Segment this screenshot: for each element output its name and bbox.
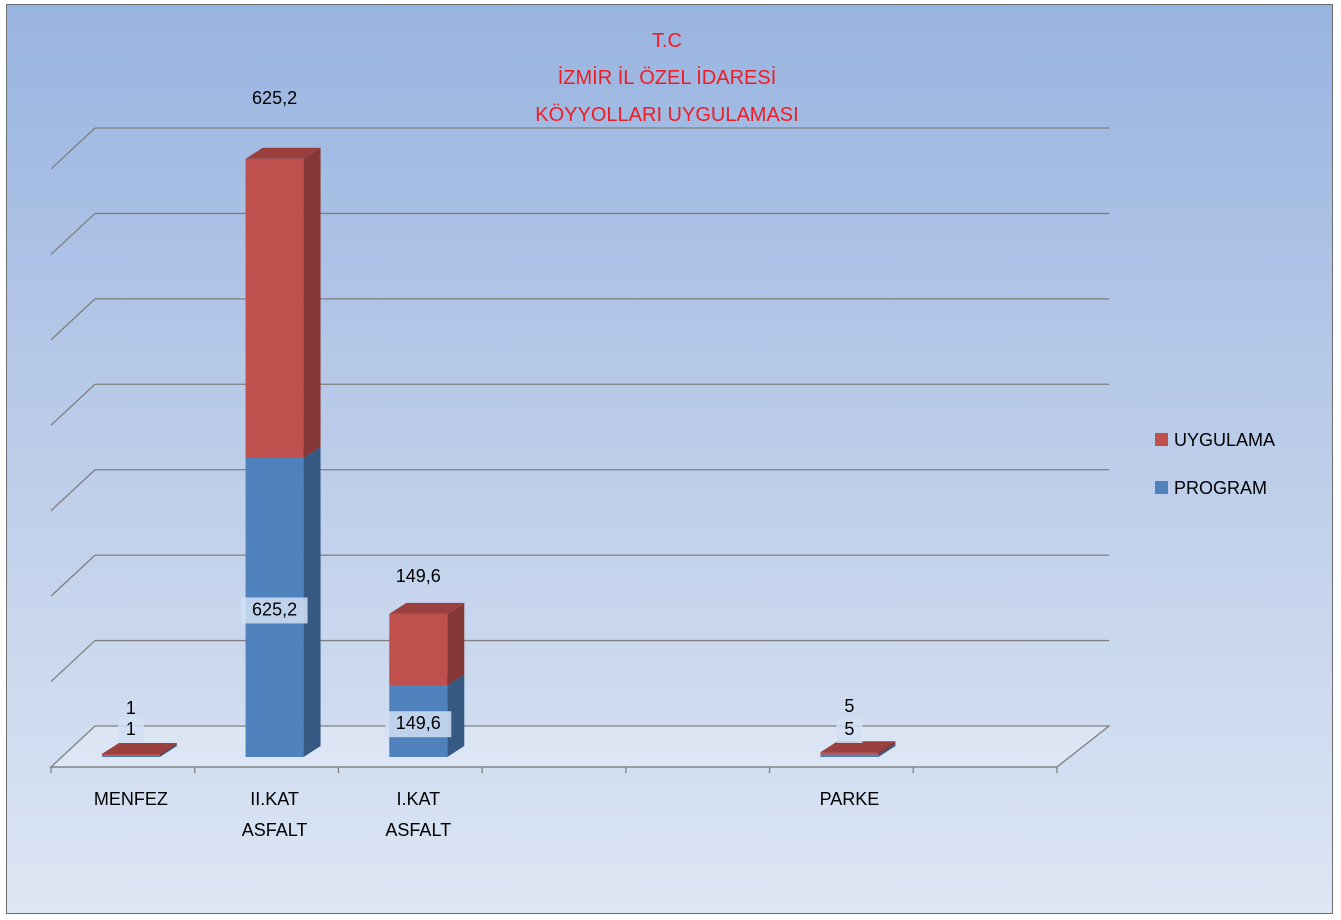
bar-front	[245, 158, 304, 458]
gridlines	[50, 127, 1109, 683]
chart-area: 1 625,2 149,6 5 1 625,2 149,6 5 MENFEZ II.KAT ASF…	[6, 4, 1333, 914]
bar-top	[820, 741, 896, 753]
chart-title: T.C İZMİR İL ÖZEL İDARESİ KÖYYOLLARI UYG…	[535, 30, 798, 126]
bar-front	[820, 754, 879, 757]
gridline-side	[50, 469, 96, 512]
bar-side	[878, 741, 896, 755]
bar-side	[447, 602, 465, 686]
category-label: ASFALT	[242, 820, 308, 840]
legend-swatch-program	[1155, 481, 1168, 494]
bar-side	[303, 446, 321, 757]
bars	[101, 147, 896, 757]
bar-side	[447, 674, 465, 757]
category-label: I.KAT	[396, 789, 440, 809]
bar-uygulama-1	[245, 147, 321, 458]
data-label-uygulama: 1	[126, 698, 136, 718]
category-label: MENFEZ	[94, 789, 168, 809]
legend-item-uygulama: UYGULAMA	[1155, 430, 1275, 450]
category-labels: MENFEZ II.KAT ASFALT I.KAT ASFALT PARKE	[94, 789, 879, 840]
data-labels: 1 625,2 149,6 5 1 625,2 149,6 5	[117, 88, 863, 743]
bar-top	[389, 602, 465, 614]
bar-side	[303, 147, 321, 458]
title-line-3: KÖYYOLLARI UYGULAMASI	[535, 104, 798, 126]
data-label-uygulama: 149,6	[396, 566, 441, 586]
data-label-program: 1	[126, 719, 136, 739]
gridline-side	[50, 127, 96, 170]
data-label-box	[117, 717, 144, 743]
gridline-side	[50, 298, 96, 341]
bar-uygulama-0	[101, 743, 177, 756]
bar-front	[389, 613, 448, 686]
category-label: ASFALT	[385, 820, 451, 840]
gridline-side	[50, 212, 96, 255]
legend-label-program: PROGRAM	[1174, 478, 1267, 498]
data-label-box	[241, 597, 308, 624]
category-label: PARKE	[820, 789, 880, 809]
data-label-uygulama: 625,2	[252, 88, 297, 108]
bar-front	[101, 755, 160, 757]
floor-plane	[49, 725, 1111, 768]
bar-top	[101, 743, 177, 754]
bar-side	[159, 743, 177, 756]
legend-item-program: PROGRAM	[1155, 478, 1267, 498]
chart-floor	[49, 725, 1111, 773]
gridline-side	[50, 640, 96, 683]
bar-side	[159, 744, 177, 757]
legend-swatch-uygulama	[1155, 433, 1168, 446]
bar-front	[820, 752, 879, 755]
category-label: II.KAT	[250, 789, 299, 809]
title-line-1: T.C	[652, 30, 682, 52]
bar-front	[101, 754, 160, 756]
gridline-side	[50, 554, 96, 597]
gridline-side	[50, 383, 96, 426]
bar-uygulama-5	[820, 741, 896, 755]
data-label-program: 149,6	[396, 713, 441, 733]
legend-label-uygulama: UYGULAMA	[1174, 430, 1275, 450]
title-line-2: İZMİR İL ÖZEL İDARESİ	[558, 66, 777, 89]
data-label-box	[836, 717, 863, 743]
data-label-program: 5	[844, 719, 854, 739]
bar-uygulama-2	[389, 602, 465, 686]
bar-chart: 1 625,2 149,6 5 1 625,2 149,6 5 MENFEZ II.KAT ASF…	[49, 30, 1275, 840]
legend: UYGULAMA PROGRAM	[1155, 430, 1275, 498]
data-label-program: 625,2	[252, 599, 297, 619]
data-label-uygulama: 5	[844, 696, 854, 716]
bar-top	[245, 147, 321, 159]
bar-side	[878, 743, 896, 757]
data-label-box	[385, 711, 452, 738]
